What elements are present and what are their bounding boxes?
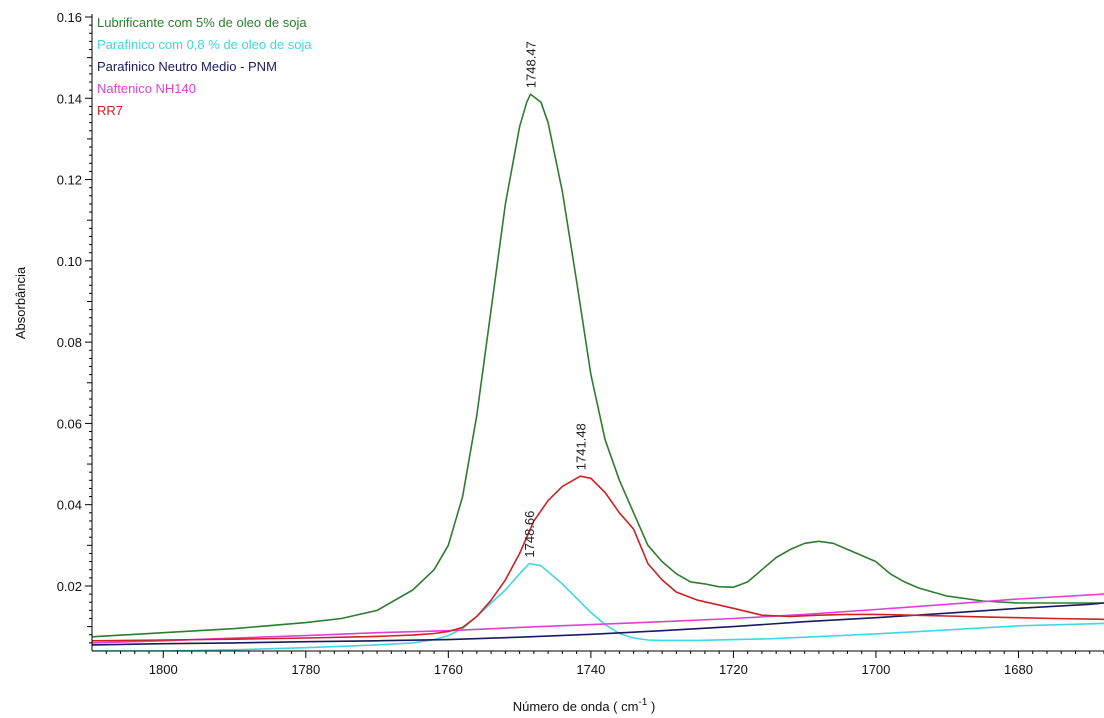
legend-entry: Parafinico com 0,8 % de oleo de soja bbox=[97, 37, 312, 52]
y-tick-label: 0.04 bbox=[57, 498, 82, 513]
x-tick-label: 1680 bbox=[1004, 662, 1033, 677]
series-line-1 bbox=[92, 93, 1104, 638]
peak-label: 1748.66 bbox=[522, 511, 537, 558]
legend-entry: RR7 bbox=[97, 103, 123, 118]
x-tick-label: 1720 bbox=[719, 662, 748, 677]
legend-entry: Lubrificante com 5% de oleo de soja bbox=[97, 15, 307, 30]
x-tick-label: 1780 bbox=[291, 662, 320, 677]
x-axis-title: Número de onda ( cm-1 ) bbox=[513, 697, 656, 714]
y-tick-label: 0.02 bbox=[57, 579, 82, 594]
x-tick-label: 1700 bbox=[861, 662, 890, 677]
y-tick-label: 0.10 bbox=[57, 254, 82, 269]
series-layer bbox=[92, 93, 1104, 651]
peak-annotations: 1748.47 1741.48 1748.66 bbox=[522, 41, 588, 557]
x-axis-title-main: Número de onda ( cm bbox=[513, 699, 639, 714]
y-tick-label: 0.08 bbox=[57, 335, 82, 350]
x-axis-title-superscript: -1 bbox=[638, 697, 647, 708]
y-tick-label: 0.16 bbox=[57, 10, 82, 25]
series-line-5 bbox=[92, 475, 1104, 642]
x-axis-ticks: 1800 1780 1760 1740 1720 1700 1680 bbox=[105, 651, 1104, 677]
series-line-4 bbox=[92, 593, 1104, 644]
legend-entry: Naftenico NH140 bbox=[97, 81, 196, 96]
peak-label: 1748.47 bbox=[524, 41, 539, 88]
axes: 1800 1780 1760 1740 1720 1700 1680 0.020.040.0… bbox=[57, 10, 1104, 677]
y-axis-ticks: 0.02 0.04 0.06 0.08 0.10 0.12 0.14 0.16 bbox=[57, 10, 92, 644]
y-tick-label: 0.12 bbox=[57, 173, 82, 188]
x-axis-title-end: ) bbox=[647, 699, 655, 714]
x-tick-label: 1800 bbox=[149, 662, 178, 677]
legend-entry: Parafinico Neutro Medio - PNM bbox=[97, 59, 277, 74]
peak-label: 1741.48 bbox=[573, 423, 588, 470]
series-line-3 bbox=[92, 602, 1104, 646]
x-tick-label: 1760 bbox=[434, 662, 463, 677]
y-axis-title: Absorbância bbox=[13, 266, 28, 339]
series-line-2 bbox=[92, 562, 1104, 651]
legend: Lubrificante com 5% de oleo de soja Paraf… bbox=[97, 15, 312, 118]
y-tick-label: 0.06 bbox=[57, 416, 82, 431]
y-tick-label: 0.14 bbox=[57, 91, 82, 106]
x-tick-label: 1740 bbox=[576, 662, 605, 677]
